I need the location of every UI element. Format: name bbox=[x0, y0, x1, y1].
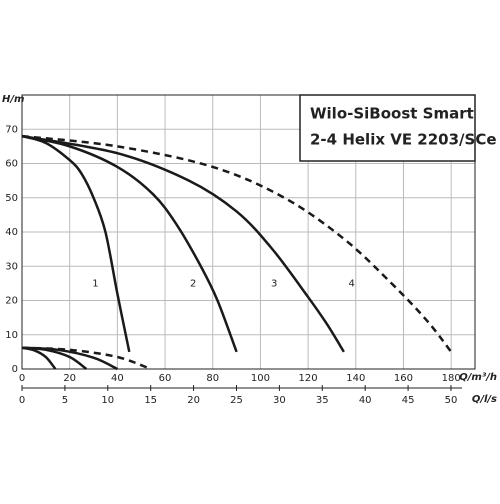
x2-tick-label: 10 bbox=[101, 395, 114, 406]
curve-label: 4 bbox=[349, 278, 355, 289]
chart-title: Wilo-SiBoost Smart bbox=[310, 105, 474, 123]
y-tick-label: 10 bbox=[5, 330, 18, 341]
x-tick-label: 60 bbox=[159, 373, 172, 384]
x-tick-label: 120 bbox=[299, 373, 318, 384]
x-tick-label: 140 bbox=[346, 373, 365, 384]
x2-tick-label: 15 bbox=[144, 395, 157, 406]
plot-frame bbox=[21, 94, 476, 370]
curve-label: 2 bbox=[190, 278, 196, 289]
x-tick-label: 40 bbox=[111, 373, 124, 384]
pump-curve bbox=[21, 134, 345, 353]
pump-curve bbox=[21, 134, 453, 353]
curve-label: 3 bbox=[271, 278, 277, 289]
y-tick-label: 0 bbox=[12, 364, 18, 375]
x-tick-label: 180 bbox=[442, 373, 461, 384]
y-tick-label: 20 bbox=[5, 296, 18, 307]
x-tick-label: 100 bbox=[251, 373, 270, 384]
curve-label: 1 bbox=[92, 278, 98, 289]
title-box bbox=[299, 94, 476, 162]
x2-tick-label: 30 bbox=[273, 395, 286, 406]
pump-curve bbox=[21, 134, 238, 353]
x2-tick-label: 35 bbox=[316, 395, 329, 406]
pump-curve bbox=[21, 134, 131, 353]
y-tick-label: 30 bbox=[5, 261, 18, 272]
x2-axis-label: Q/l/s bbox=[472, 394, 497, 405]
x2-tick-label: 45 bbox=[402, 395, 415, 406]
y-tick-label: 60 bbox=[5, 159, 18, 170]
x2-tick-label: 40 bbox=[359, 395, 372, 406]
x2-tick-label: 20 bbox=[187, 395, 200, 406]
chart-title: 2-4 Helix VE 2203/SCe bbox=[310, 131, 497, 149]
x2-tick-label: 0 bbox=[19, 395, 25, 406]
x2-tick-label: 5 bbox=[62, 395, 68, 406]
x-axis-label: Q/m³/h bbox=[459, 372, 497, 383]
x2-tick-label: 25 bbox=[230, 395, 243, 406]
y-tick-label: 50 bbox=[5, 193, 18, 204]
y-axis-label: H/m bbox=[2, 94, 24, 105]
x-tick-label: 160 bbox=[394, 373, 413, 384]
y-tick-label: 40 bbox=[5, 227, 18, 238]
x-tick-label: 80 bbox=[206, 373, 219, 384]
pump-curve bbox=[21, 346, 152, 371]
y-tick-label: 70 bbox=[5, 124, 18, 135]
x2-tick-label: 50 bbox=[445, 395, 458, 406]
x-tick-label: 0 bbox=[19, 373, 25, 384]
x-tick-label: 20 bbox=[63, 373, 76, 384]
